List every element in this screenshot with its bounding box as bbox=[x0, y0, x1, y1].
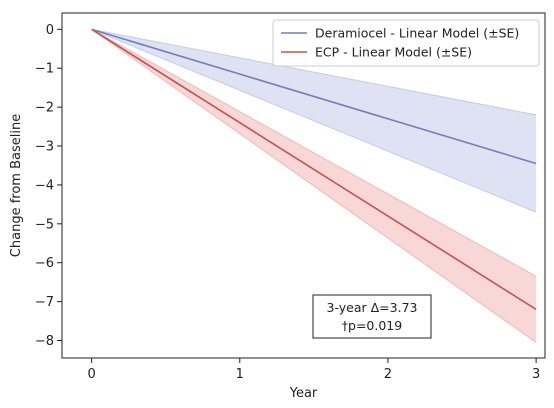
se-upper-deramiocel bbox=[91, 28, 537, 116]
y-tick-label: −3 bbox=[35, 140, 54, 155]
x-tick-label: 3 bbox=[532, 367, 540, 382]
plot-frame bbox=[61, 12, 546, 359]
legend-box bbox=[272, 19, 540, 67]
y-tick-label: −7 bbox=[35, 295, 54, 310]
x-axis-label: Year bbox=[289, 386, 318, 401]
se-bands bbox=[91, 28, 537, 343]
legend: Deramiocel - Linear Model (±SE) ECP - Li… bbox=[272, 19, 540, 67]
se-upper-ecp bbox=[91, 28, 537, 277]
se-lower-ecp bbox=[91, 28, 537, 343]
series-lines bbox=[91, 28, 537, 311]
annotation-pvalue: †p=0.019 bbox=[342, 318, 402, 333]
x-axis-ticks: 0 1 2 3 bbox=[87, 358, 540, 382]
y-tick-label: −5 bbox=[35, 217, 54, 232]
y-tick-label: −2 bbox=[35, 101, 54, 116]
y-tick-label: −1 bbox=[35, 62, 54, 77]
annotation-frame bbox=[312, 294, 432, 339]
x-tick-label: 0 bbox=[87, 367, 95, 382]
legend-label-ecp: ECP - Linear Model (±SE) bbox=[315, 45, 472, 60]
annotation-box: 3-year Δ=3.73 †p=0.019 bbox=[312, 294, 432, 339]
y-tick-label: −8 bbox=[35, 334, 54, 349]
y-axis-label: Change from Baseline bbox=[9, 114, 24, 257]
y-axis-ticks: 0 −1 −2 −3 −4 −5 −6 −7 −8 bbox=[35, 23, 62, 349]
annotation-delta: 3-year Δ=3.73 bbox=[327, 300, 418, 315]
y-tick-label: −4 bbox=[35, 178, 54, 193]
legend-label-deramiocel: Deramiocel - Linear Model (±SE) bbox=[315, 26, 519, 41]
se-lower-deramiocel bbox=[91, 28, 537, 213]
series-line-ecp bbox=[91, 28, 537, 311]
x-tick-label: 2 bbox=[384, 367, 392, 382]
x-tick-label: 1 bbox=[236, 367, 244, 382]
series-line-deramiocel bbox=[91, 28, 537, 165]
y-tick-label: −6 bbox=[35, 256, 54, 271]
y-tick-label: 0 bbox=[46, 23, 54, 38]
